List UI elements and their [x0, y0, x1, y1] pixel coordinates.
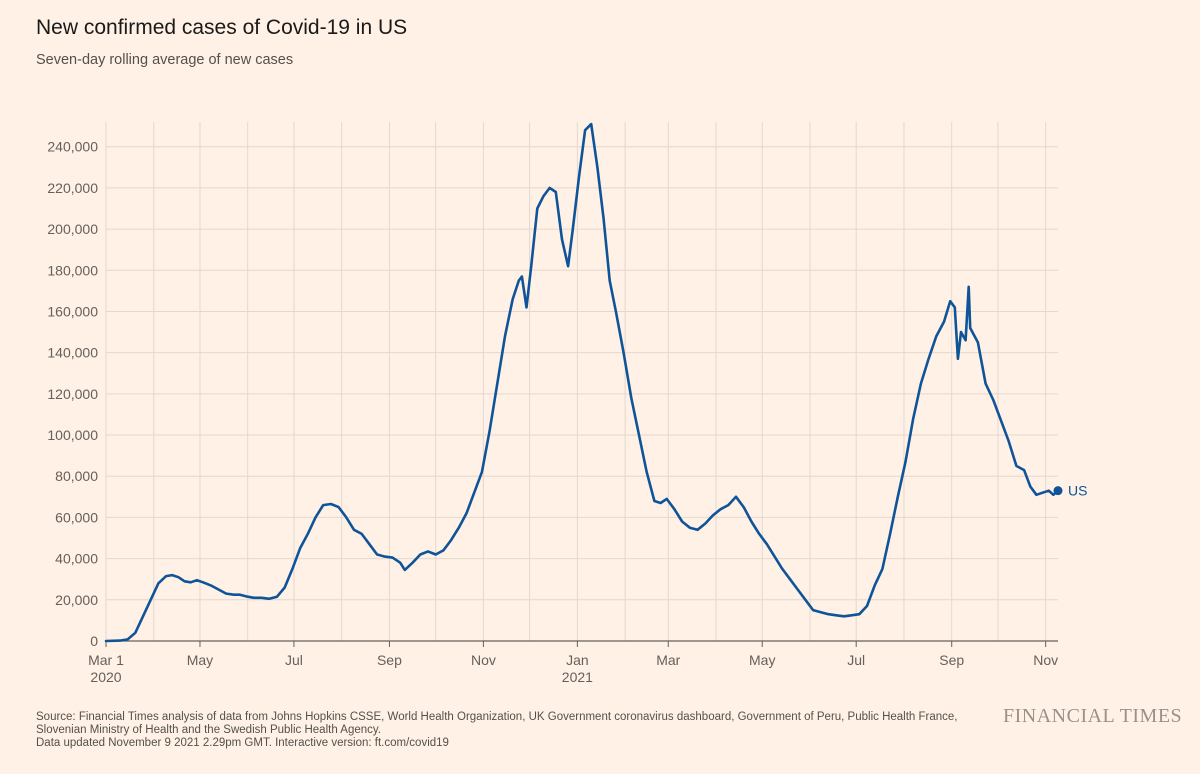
y-tick-label: 40,000	[55, 551, 98, 567]
update-note: Data updated November 9 2021 2.29pm GMT.…	[36, 737, 449, 749]
y-tick-label: 20,000	[55, 592, 98, 608]
series-end-marker	[1053, 486, 1063, 496]
y-tick-label: 220,000	[47, 180, 98, 196]
x-tick-label: Jul	[285, 652, 303, 668]
x-tick-label: May	[749, 652, 775, 668]
x-tick-label: Sep	[377, 652, 402, 668]
y-tick-label: 100,000	[47, 427, 98, 443]
x-tick-label: May	[187, 652, 213, 668]
x-tick-sublabel: 2020	[90, 669, 121, 685]
y-tick-label: 80,000	[55, 468, 98, 484]
x-tick-label: Nov	[1033, 652, 1058, 668]
y-tick-label: 180,000	[47, 262, 98, 278]
y-tick-label: 60,000	[55, 509, 98, 525]
chart-title: New confirmed cases of Covid-19 in US	[36, 16, 408, 39]
y-tick-label: 140,000	[47, 345, 98, 361]
chart-footer: Source: Financial Times analysis of data…	[36, 711, 976, 750]
y-tick-label: 200,000	[47, 221, 98, 237]
axes: 0 20,000 40,000 60,000 80,000 100,000 120,000 1…	[47, 139, 1058, 685]
x-tick-label: Nov	[471, 652, 496, 668]
x-tick-label: Sep	[939, 652, 964, 668]
gridlines	[105, 122, 1058, 641]
x-tick-label: Mar	[656, 652, 680, 668]
y-tick-label: 120,000	[47, 386, 98, 402]
y-tick-label: 0	[90, 633, 98, 649]
line-chart: 0 20,000 40,000 60,000 80,000 100,000 120,000 1…	[47, 122, 1087, 685]
series-label: US	[1068, 483, 1087, 499]
brand-logo: FINANCIAL TIMES	[1003, 705, 1183, 727]
y-tick-label: 240,000	[47, 139, 98, 155]
x-tick-label: Mar 1	[88, 652, 124, 668]
chart-subtitle: Seven-day rolling average of new cases	[36, 52, 294, 68]
y-tick-label: 160,000	[47, 303, 98, 319]
series-line-us	[104, 122, 1060, 643]
x-tick-sublabel: 2021	[562, 669, 593, 685]
x-tick-label: Jul	[847, 652, 865, 668]
x-tick-label: Jan	[566, 652, 589, 668]
source-note: Source: Financial Times analysis of data…	[36, 711, 958, 736]
series-layer: US	[104, 122, 1087, 643]
